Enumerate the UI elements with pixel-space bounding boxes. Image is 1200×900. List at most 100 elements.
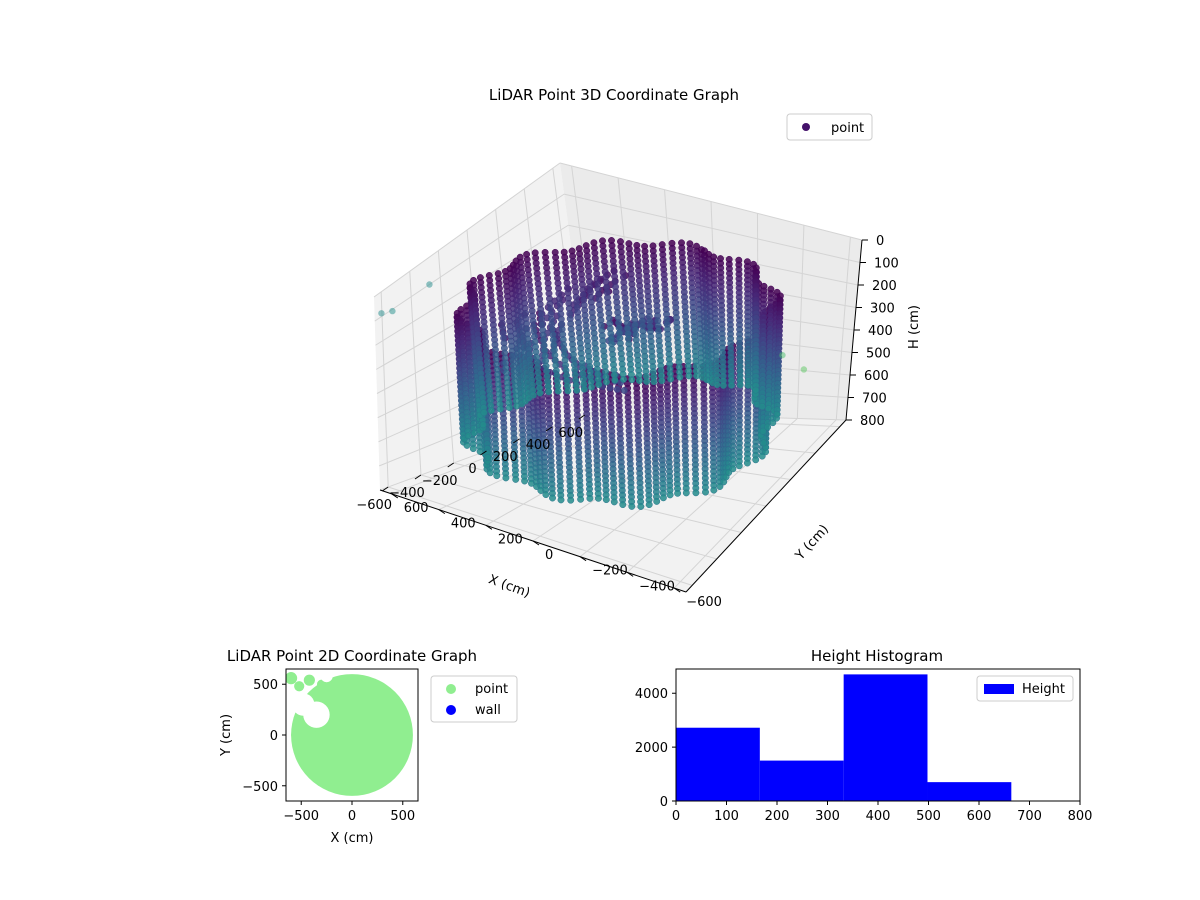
x-tick-label: −400	[389, 486, 425, 501]
chart-2d-xlabel: X (cm)	[331, 831, 374, 846]
z-tick-label: 400	[868, 324, 893, 339]
chart-3d-axes: −600−400−2000200400600−600−400−200020040…	[356, 234, 898, 610]
chart-2d-legend-marker-point	[446, 684, 456, 694]
point-3d	[667, 375, 675, 383]
z-tick-label: 0	[876, 234, 884, 249]
x-tick-label: 200	[765, 809, 790, 824]
x-tick-label: 800	[1068, 809, 1093, 824]
x-tick-label: 500	[916, 809, 941, 824]
z-tick-label: 200	[872, 279, 897, 294]
z-tick-label: 500	[866, 347, 891, 362]
outlier-point-3d	[779, 351, 786, 359]
point-3d	[586, 494, 594, 502]
point-3d	[479, 421, 487, 429]
point-3d	[470, 429, 478, 437]
outlier-point-3d	[389, 307, 396, 315]
y-tick	[532, 540, 540, 546]
y-tick-label: −400	[639, 579, 675, 594]
point-region	[291, 674, 413, 796]
x-tick	[447, 462, 455, 468]
point-3d	[542, 491, 550, 499]
point-2d	[303, 674, 315, 686]
point-3d	[613, 385, 621, 393]
y-tick-label: 600	[404, 501, 429, 516]
point-3d	[502, 474, 510, 482]
point-3d	[529, 391, 537, 399]
point-3d	[743, 459, 751, 467]
y-tick-label: 0	[270, 729, 278, 744]
chart-3d-ylabel: Y (cm)	[792, 522, 832, 564]
y-tick-label: 0	[545, 548, 553, 563]
point-3d	[637, 503, 645, 510]
chart-hist-legend-label: Height	[1022, 682, 1065, 697]
point-3d	[758, 403, 766, 410]
point-3d	[764, 423, 772, 431]
chart-3d-legend: point	[786, 113, 873, 141]
y-tick	[485, 524, 493, 530]
x-tick-label: 100	[714, 809, 739, 824]
outlier-point-3d	[426, 281, 433, 288]
y-tick	[438, 509, 446, 515]
point-3d	[606, 384, 614, 392]
histogram-bar	[676, 727, 760, 801]
point-3d	[594, 494, 602, 502]
point-3d	[480, 409, 488, 417]
chart-2d-title: LiDAR Point 2D Coordinate Graph	[227, 647, 477, 665]
point-3d	[610, 498, 618, 506]
point-3d	[603, 378, 610, 386]
point-3d	[773, 410, 781, 418]
x-tick-label: 0	[672, 809, 680, 824]
point-2d	[286, 672, 298, 685]
x-tick	[545, 426, 553, 432]
y-tick	[579, 556, 587, 562]
x-tick	[381, 486, 389, 492]
x-tick	[480, 450, 487, 456]
grid-backright-z	[559, 162, 863, 241]
point-3d	[710, 486, 718, 494]
chart-hist-title: Height Histogram	[811, 647, 943, 665]
point-3d	[643, 378, 651, 385]
y-tick	[673, 587, 681, 593]
chart-2d-ylabel: Y (cm)	[219, 714, 234, 757]
x-tick-label: 600	[558, 426, 583, 441]
point-3d	[769, 419, 777, 427]
y-tick-label: 0	[660, 795, 668, 810]
grid-backleft-z	[373, 162, 561, 298]
point-3d	[588, 383, 595, 391]
point-3d	[693, 372, 701, 380]
point-3d	[620, 387, 628, 394]
point-3d	[719, 381, 727, 389]
point-3d	[713, 381, 721, 389]
grid-floor-y	[626, 418, 798, 573]
point-3d	[728, 381, 735, 389]
chart-2d-legend-label-point: point	[475, 682, 508, 697]
chart-3d-xlabel: X (cm)	[486, 572, 532, 601]
histogram-bar	[759, 760, 844, 801]
point-3d	[729, 465, 737, 473]
point-3d	[577, 495, 585, 503]
point-3d	[760, 439, 768, 447]
y-tick-label: −500	[242, 780, 278, 795]
point-3d	[620, 375, 627, 383]
point-3d	[653, 497, 661, 505]
grid-floor-y	[673, 419, 837, 589]
chart-3d-points	[378, 237, 808, 510]
y-tick	[391, 493, 399, 499]
z-tick-label: 700	[862, 392, 887, 407]
point-3d	[666, 491, 674, 499]
chart-2d-ticks: −500 0 500 −500 0 500	[242, 678, 415, 824]
point-3d	[521, 477, 529, 485]
point-3d	[676, 373, 684, 381]
empty-region	[320, 670, 333, 683]
y-tick-label: 2000	[635, 741, 668, 756]
empty-region	[292, 693, 315, 716]
chart-hist-legend-swatch	[984, 684, 1014, 694]
z-tick-label: 100	[874, 257, 899, 272]
point-3d	[628, 502, 636, 510]
point-3d	[736, 381, 744, 389]
point-3d	[554, 387, 562, 395]
point-3d	[496, 405, 504, 413]
point-3d	[628, 376, 636, 384]
point-3d	[685, 372, 693, 380]
